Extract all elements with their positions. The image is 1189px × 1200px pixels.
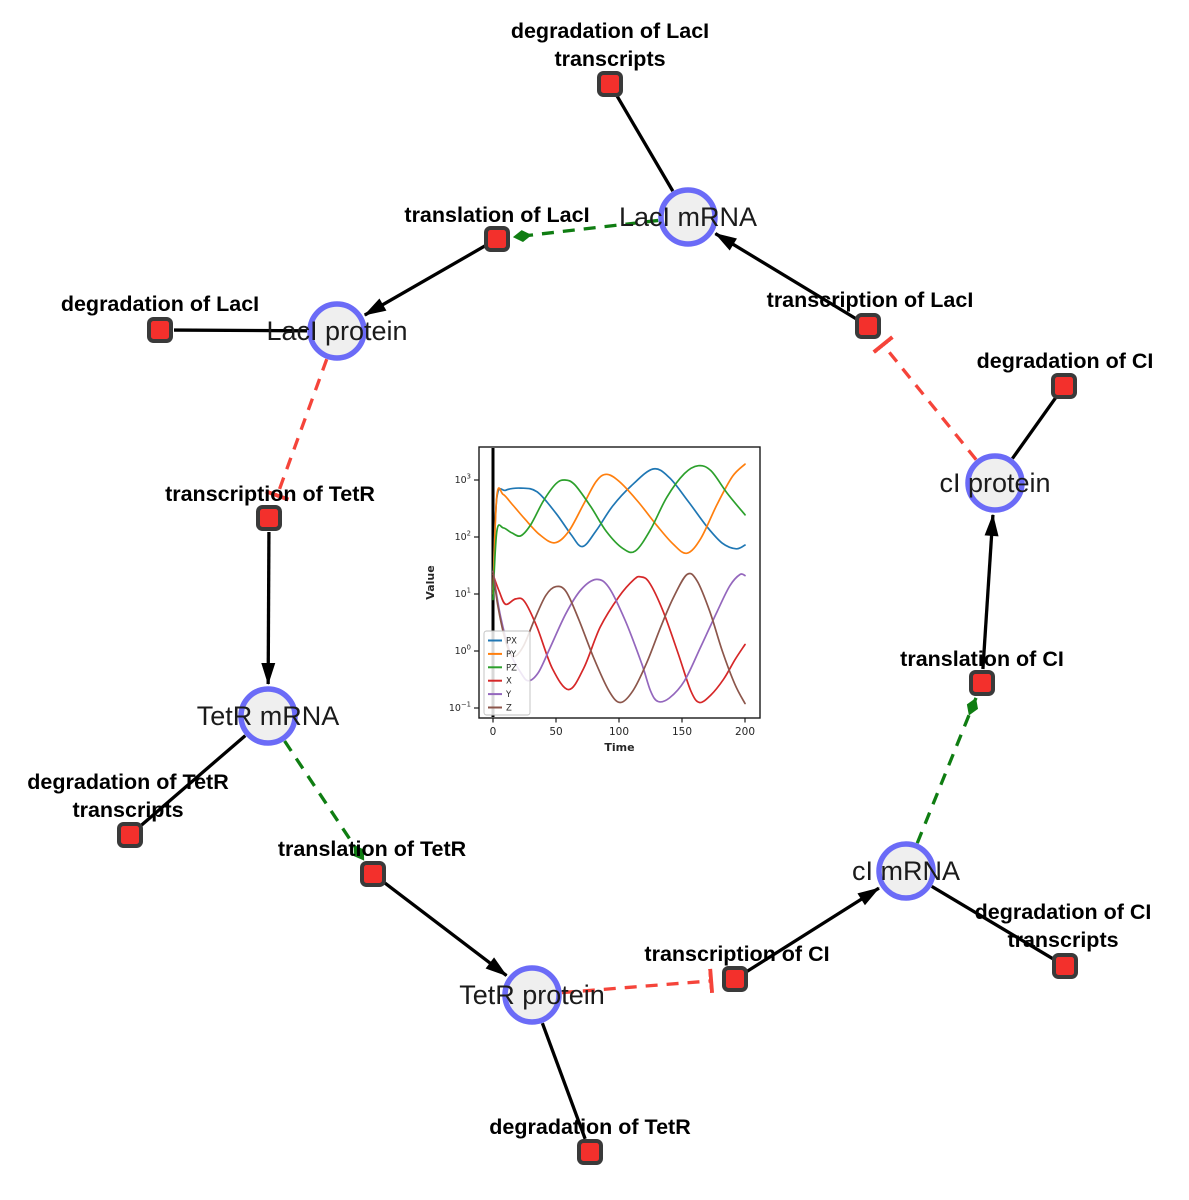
reaction-node-tl-laci[interactable]	[484, 226, 510, 252]
species-node-laci-protein[interactable]	[307, 301, 367, 361]
edge-inhibition-laci-protein-to-tr-tetr	[265, 358, 329, 502]
reaction-node-tl-ci[interactable]	[969, 670, 995, 696]
reaction-node-deg-tetr[interactable]	[577, 1139, 603, 1165]
edge-consumption-deg-laci-transcripts-to-laci-mrna	[615, 95, 675, 192]
x-tick-label: 200	[735, 726, 755, 738]
nodes-layer	[117, 71, 1078, 1165]
y-tick-label: 102	[455, 530, 471, 544]
legend-label-x: X	[506, 677, 512, 687]
reaction-label-deg-ci-transcripts: degradation of CI	[975, 900, 1152, 924]
labels-layer: LacI mRNA LacI protein TetR mRNA TetR prote…	[27, 19, 1153, 1139]
series-line-py	[492, 463, 746, 595]
series-line-x	[492, 573, 746, 704]
species-node-ci-mrna[interactable]	[876, 841, 936, 901]
reaction-node-deg-laci-transcripts[interactable]	[597, 71, 623, 97]
reaction-node-tr-ci[interactable]	[722, 966, 748, 992]
x-tick-label: 100	[609, 726, 629, 738]
y-tick-label: 103	[455, 473, 471, 487]
y-tick-label: 10−1	[449, 701, 471, 715]
reaction-label-tl-tetr: translation of TetR	[278, 837, 467, 861]
species-label-tetr-protein: TetR protein	[459, 980, 605, 1010]
chart-legend: PX PY PZ XYZ	[483, 630, 531, 716]
edge-consumption-deg-ci-to-ci-protein	[1011, 396, 1058, 460]
edge-modifier-ci-mrna-to-tl-ci	[915, 697, 979, 844]
species-label-tetr-mrna: TetR mRNA	[197, 701, 340, 731]
edge-consumption-deg-tetr-to-tetr-protein	[540, 1022, 587, 1140]
species-label-laci-protein: LacI protein	[266, 316, 407, 346]
species-label-laci-mrna: LacI mRNA	[619, 202, 757, 232]
series-line-px	[492, 467, 746, 591]
reaction-label-deg-ci-transcripts-line2: transcripts	[1007, 928, 1118, 952]
species-label-ci-mrna: cI mRNA	[852, 856, 960, 886]
reaction-label-tl-laci: translation of LacI	[404, 203, 589, 227]
species-node-tetr-mrna[interactable]	[238, 686, 298, 746]
reaction-label-deg-laci-transcripts: degradation of LacI	[511, 19, 709, 43]
legend-label-py: PY	[506, 650, 517, 660]
reaction-label-deg-tetr-transcripts: degradation of TetR	[27, 770, 229, 794]
reaction-node-deg-laci[interactable]	[147, 317, 173, 343]
species-node-ci-protein[interactable]	[965, 453, 1025, 513]
reaction-label-tr-laci: transcription of LacI	[767, 288, 974, 312]
edge-modifier-laci-mrna-to-tl-laci	[512, 218, 659, 243]
reaction-node-tr-laci[interactable]	[855, 313, 881, 339]
legend-label-pz: PZ	[506, 663, 517, 673]
reaction-label-deg-laci-transcripts-line2: transcripts	[554, 47, 665, 71]
chart-series	[492, 463, 746, 705]
x-axis-label: Time	[604, 741, 634, 754]
edge-inhibition-tetr-protein-to-tr-ci	[561, 968, 715, 995]
reaction-node-tl-tetr[interactable]	[360, 861, 386, 887]
legend-label-px: PX	[506, 637, 517, 647]
x-tick-label: 0	[490, 726, 497, 738]
edge-modifier-tetr-mrna-to-tl-tetr	[283, 740, 366, 862]
edges-layer	[139, 95, 1058, 1140]
legend-label-z: Z	[506, 704, 512, 714]
reaction-node-tr-tetr[interactable]	[256, 505, 282, 531]
edge-consumption-deg-ci-transcripts-to-ci-mrna	[930, 884, 1054, 961]
reaction-label-tr-tetr: transcription of TetR	[165, 482, 375, 506]
reaction-node-deg-ci-transcripts[interactable]	[1052, 953, 1078, 979]
x-tick-label: 150	[672, 726, 692, 738]
time-series-inset: 0 50 100 150 20010310210110010−1TimeValuePXP…	[424, 437, 773, 763]
edge-production-tl-tetr-to-tetr-protein	[383, 881, 508, 977]
series-line-pz	[492, 464, 746, 601]
legend-label-y: Y	[505, 690, 512, 700]
edge-production-tr-ci-to-ci-mrna	[745, 886, 880, 973]
edge-production-tl-ci-to-ci-protein	[981, 513, 999, 670]
reaction-label-deg-laci: degradation of LacI	[61, 292, 259, 316]
edge-production-tr-tetr-to-tetr-mrna	[261, 531, 276, 686]
species-node-laci-mrna[interactable]	[658, 187, 718, 247]
edge-production-tr-laci-to-laci-mrna	[714, 232, 857, 321]
edge-inhibition-ci-protein-to-tr-laci	[872, 335, 978, 461]
reaction-node-deg-ci[interactable]	[1051, 373, 1077, 399]
edge-consumption-deg-tetr-transcripts-to-tetr-mrna	[139, 734, 247, 828]
edge-production-tl-laci-to-laci-protein	[363, 244, 486, 317]
x-tick-label: 50	[549, 726, 562, 738]
reaction-label-deg-tetr-transcripts-line2: transcripts	[72, 798, 183, 822]
y-tick-label: 101	[455, 587, 471, 601]
y-tick-label: 100	[455, 644, 471, 658]
reaction-label-tl-ci: translation of CI	[900, 647, 1064, 671]
reaction-label-tr-ci: transcription of CI	[644, 942, 829, 966]
edge-consumption-deg-laci-to-laci-protein	[173, 328, 308, 333]
species-node-tetr-protein[interactable]	[502, 965, 562, 1025]
reaction-label-deg-ci: degradation of CI	[977, 349, 1154, 373]
reaction-label-deg-tetr: degradation of TetR	[489, 1115, 691, 1139]
reaction-node-deg-tetr-transcripts[interactable]	[117, 822, 143, 848]
y-axis-label: Value	[424, 565, 437, 599]
species-label-ci-protein: cI protein	[939, 468, 1050, 498]
